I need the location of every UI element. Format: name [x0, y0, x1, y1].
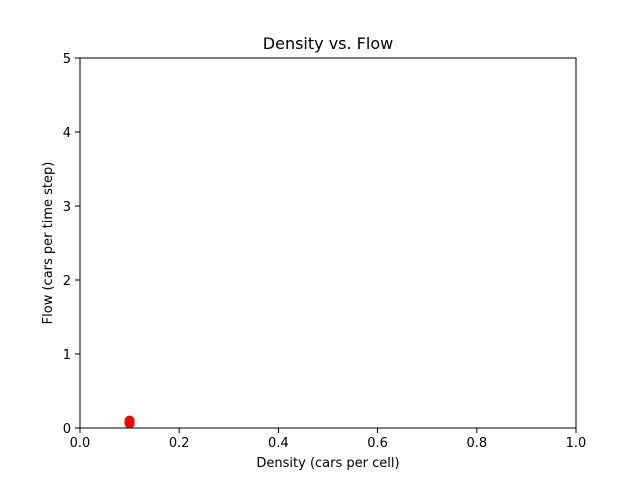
plot-background — [80, 58, 576, 428]
y-tick-label: 4 — [63, 126, 71, 141]
x-axis-label: Density (cars per cell) — [256, 456, 399, 471]
data-point — [124, 418, 135, 429]
x-tick-label: 0.6 — [367, 436, 388, 451]
plot-area — [80, 58, 576, 428]
y-tick-label: 2 — [63, 274, 71, 289]
x-tick-label: 0.8 — [466, 436, 487, 451]
x-tick-label: 1.0 — [566, 436, 587, 451]
y-axis-ticks: 0 1 2 3 4 5 — [63, 52, 80, 437]
y-tick-label: 5 — [63, 52, 71, 67]
x-tick-label: 0.2 — [169, 436, 190, 451]
y-tick-label: 1 — [63, 348, 71, 363]
scatter-points — [124, 415, 135, 429]
y-axis-label: Flow (cars per time step) — [41, 162, 56, 325]
y-tick-label: 3 — [63, 200, 71, 215]
x-tick-label: 0.0 — [70, 436, 91, 451]
x-tick-label: 0.4 — [268, 436, 289, 451]
x-axis-ticks: 0.0 0.2 0.4 0.6 0.8 1.0 — [70, 428, 587, 451]
chart-title: Density vs. Flow — [263, 34, 393, 53]
plot-frame — [79, 57, 577, 429]
y-tick-label: 0 — [63, 422, 71, 437]
